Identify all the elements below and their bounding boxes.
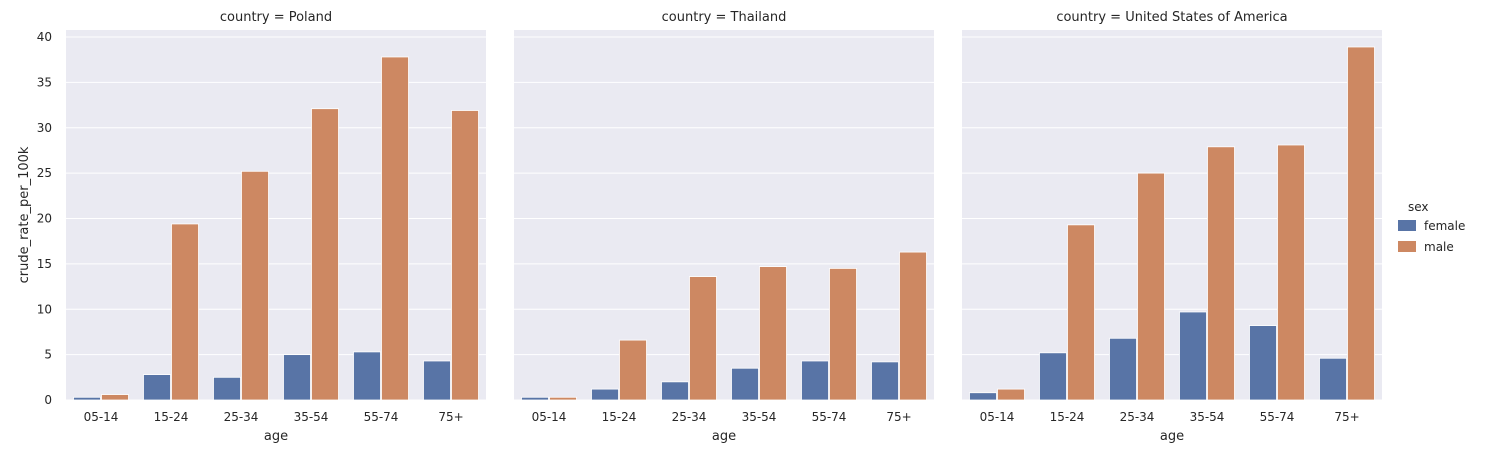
x-axis-label: age [712,429,736,444]
legend-label-female: female [1424,219,1465,233]
x-axis-label: age [264,429,288,444]
bar-female [801,360,829,401]
x-tick-label: 35-54 [742,410,777,424]
bar-male [759,266,787,401]
bar-female [521,396,549,401]
bar-female [1179,311,1207,401]
panel-title: country = Poland [220,10,332,25]
legend-title: sex [1408,200,1429,214]
bar-male [451,110,479,401]
bar-male [171,223,199,401]
bar-female [871,361,899,401]
bar-male [689,276,717,401]
x-tick-label: 25-34 [672,410,707,424]
bar-female [213,376,241,401]
bar-male [997,388,1025,401]
legend-swatch-female [1398,220,1416,231]
y-tick-label: 5 [44,348,52,362]
y-tick-label: 20 [37,212,52,226]
bar-male [899,251,927,401]
x-tick-label: 75+ [438,410,463,424]
bar-female [661,381,689,401]
x-tick-label: 15-24 [154,410,189,424]
bar-female [591,388,619,401]
legend-label-male: male [1424,240,1454,254]
bar-female [143,374,171,401]
bar-female [1319,357,1347,401]
bar-female [283,354,311,401]
bar-male [549,396,577,401]
bar-male [1347,46,1375,401]
x-tick-label: 05-14 [84,410,119,424]
y-axis-label: crude_rate_per_100k [17,146,32,283]
x-axis-label: age [1160,429,1184,444]
bar-male [241,170,269,401]
y-tick-label: 10 [37,302,52,316]
x-tick-label: 25-34 [1120,410,1155,424]
panel-title: country = United States of America [1056,10,1287,25]
bar-female [731,367,759,401]
y-tick-label: 35 [37,75,52,89]
bar-male [1137,172,1165,401]
bar-female [1249,325,1277,401]
x-tick-label: 75+ [886,410,911,424]
y-tick-label: 25 [37,166,52,180]
y-tick-label: 30 [37,121,52,135]
panel-background [66,30,486,400]
bar-male [1277,144,1305,401]
x-tick-label: 35-54 [1190,410,1225,424]
panel-background [514,30,934,400]
x-tick-label: 25-34 [224,410,259,424]
bar-male [619,339,647,401]
bar-female [353,351,381,401]
bar-female [1039,352,1067,401]
bar-female [73,396,101,401]
bar-male [381,56,409,401]
bar-male [829,268,857,401]
x-tick-label: 75+ [1334,410,1359,424]
bar-male [311,108,339,401]
x-tick-label: 15-24 [602,410,637,424]
bar-female [1109,337,1137,401]
bar-male [101,394,129,401]
y-tick-label: 0 [44,393,52,407]
x-tick-label: 05-14 [980,410,1015,424]
bar-male [1207,146,1235,401]
panel-background [962,30,1382,400]
panel-title: country = Thailand [662,10,787,25]
bar-female [423,360,451,401]
x-tick-label: 05-14 [532,410,567,424]
x-tick-label: 55-74 [364,410,399,424]
legend-swatch-male [1398,241,1416,252]
x-tick-label: 15-24 [1050,410,1085,424]
y-tick-label: 15 [37,257,52,271]
bar-male [1067,224,1095,401]
x-tick-label: 35-54 [294,410,329,424]
x-tick-label: 55-74 [1260,410,1295,424]
y-tick-label: 40 [37,30,52,44]
x-tick-label: 55-74 [812,410,847,424]
bar-female [969,392,997,401]
